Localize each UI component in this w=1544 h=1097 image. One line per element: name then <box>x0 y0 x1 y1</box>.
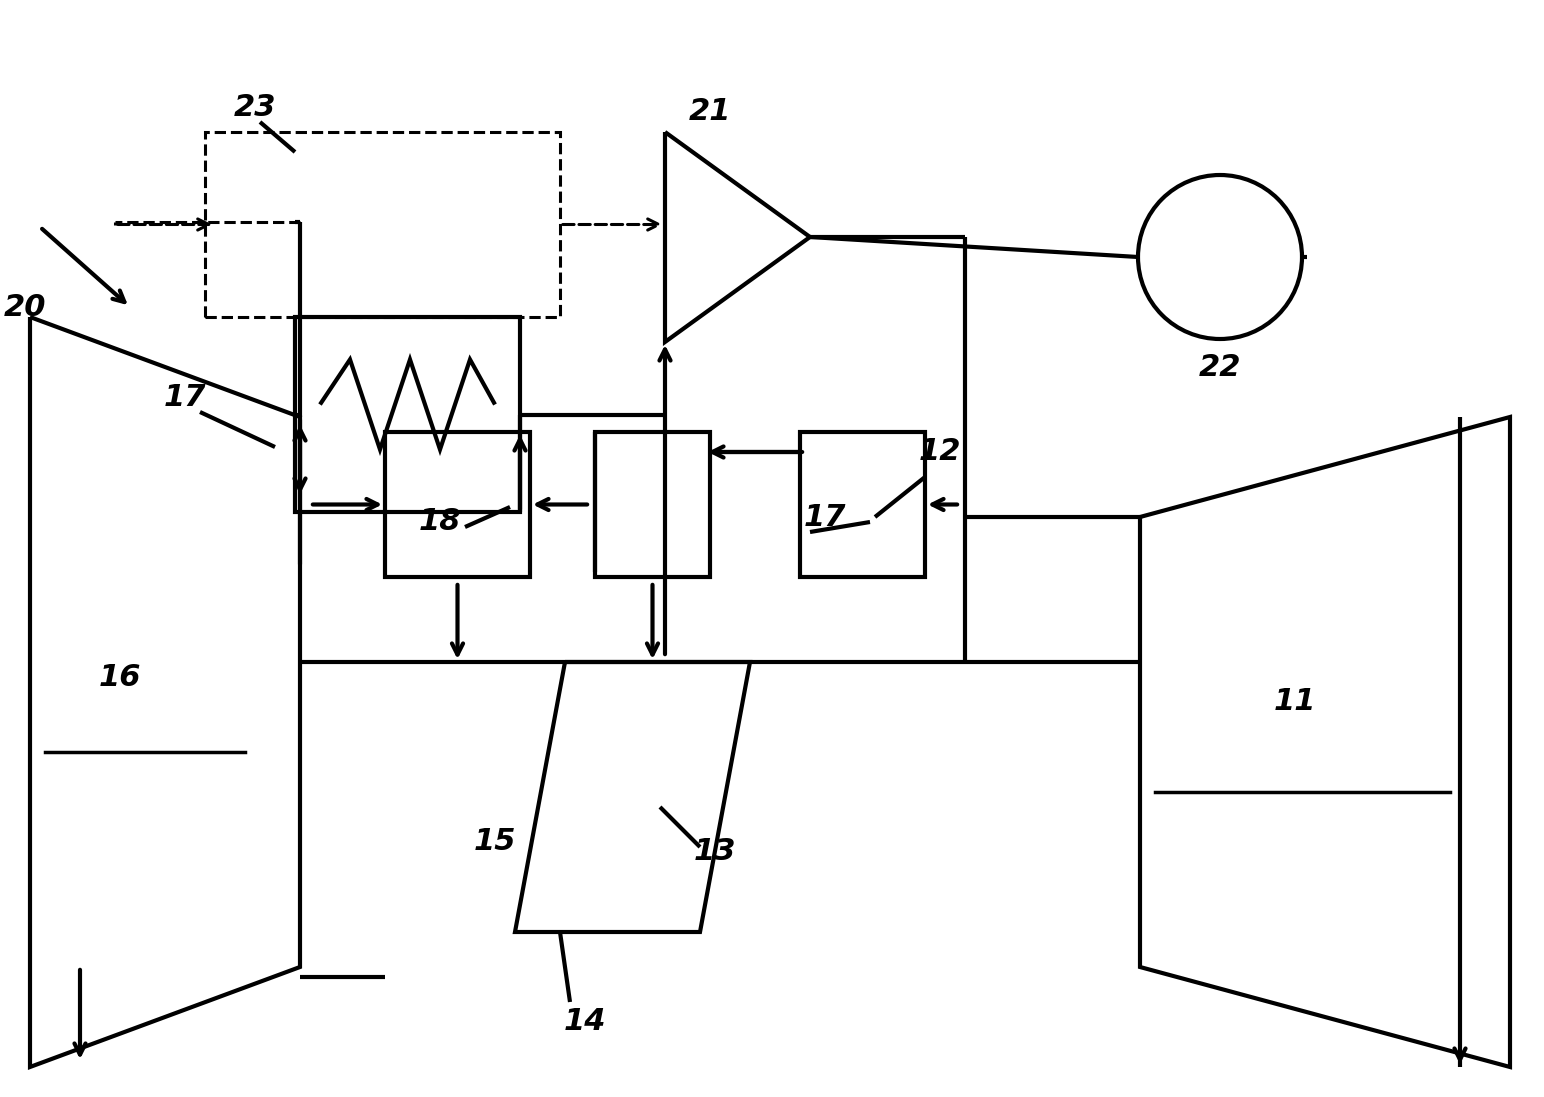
Bar <box>800 432 925 577</box>
Text: 11: 11 <box>1274 688 1315 716</box>
Text: 17: 17 <box>804 502 846 532</box>
Text: 13: 13 <box>693 837 736 867</box>
Text: 12: 12 <box>919 438 962 466</box>
Text: 21: 21 <box>689 98 732 126</box>
Text: 20: 20 <box>3 293 46 321</box>
Text: 14: 14 <box>564 1007 607 1037</box>
Text: 18: 18 <box>418 508 462 536</box>
Bar <box>295 317 520 512</box>
Text: 17: 17 <box>164 383 207 411</box>
Text: 23: 23 <box>233 92 276 122</box>
Text: 16: 16 <box>99 663 141 691</box>
Bar <box>384 432 530 577</box>
Bar <box>594 432 710 577</box>
Bar <box>205 132 560 317</box>
Text: 22: 22 <box>1198 352 1241 382</box>
Text: 15: 15 <box>474 827 516 857</box>
